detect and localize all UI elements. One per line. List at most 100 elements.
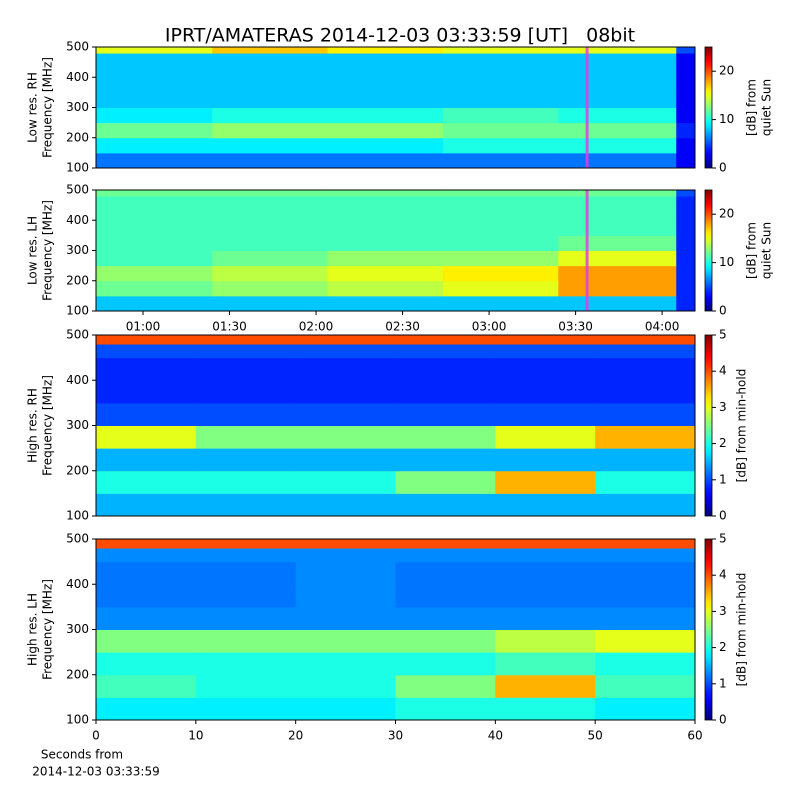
heat-cell [96,493,197,517]
chart-title: IPRT/AMATERAS 2014-12-03 03:33:59 [UT] 0… [165,25,635,47]
heat-cell [442,190,559,197]
heat-cell [212,205,329,221]
heat-cell [96,92,213,108]
heat-cell [395,402,496,426]
heat-cell [558,295,677,312]
heat-cell [295,584,396,608]
x-tick-label: 0 [92,729,100,743]
heat-cell [327,295,444,312]
heat-cell [327,137,444,154]
heat-cell [195,584,297,608]
heat-cell [96,235,213,251]
y-axis-label: Low res. LH [26,216,40,285]
heat-cell [595,380,696,404]
heat-cell [295,606,396,630]
y-tick-label: 100 [66,713,89,727]
colorbar [704,334,713,517]
heat-cell [295,470,396,494]
x-tick-label: 60 [687,729,702,743]
heat-cell [595,584,696,608]
heat-cell [327,190,444,197]
heat-cell [327,47,444,54]
heat-cell [96,629,197,653]
heat-cell [212,62,329,78]
heat-cell [295,402,396,426]
heat-cell [327,107,444,124]
y-axis-label: Frequency [MHz] [41,579,55,680]
heat-cell [676,53,696,63]
heat-cell [295,548,396,563]
heat-cell [495,493,596,517]
heat-cell [495,652,596,676]
heat-cell [442,250,559,267]
x-tick-label: 10 [188,729,203,743]
heat-cell [676,190,696,197]
heat-cell [212,122,329,139]
heat-cell [96,280,213,297]
y-tick-label: 200 [66,667,89,681]
colorbar-label: [dB] from min-hold [735,369,749,483]
y-axis-label: Frequency [MHz] [41,375,55,476]
heat-cell [96,62,213,78]
heat-cell [495,402,596,426]
heat-cell [295,629,396,653]
heat-cell [595,470,696,494]
heat-cell [676,265,696,282]
heat-cell [595,548,696,563]
heat-cell [96,137,213,154]
heat-cell [327,205,444,221]
heat-cell [96,250,213,267]
heat-cell [676,122,696,139]
heat-cell [558,77,677,93]
y-axis-label: High res. RH [26,388,40,463]
heat-cell [395,380,496,404]
heat-cell [327,280,444,297]
x-tick-label: 04:00 [645,320,680,334]
heat-cell [295,493,396,517]
colorbar-label: [dB] from [745,79,759,136]
heat-cell [96,606,197,630]
heat-cell [442,205,559,221]
heat-cell [96,205,213,221]
colorbar-tick-label: 0 [719,713,727,727]
heat-cell [558,250,677,267]
x-tick-label: 50 [588,729,603,743]
heat-cell [395,697,496,721]
colorbar-tick-label: 5 [719,532,727,546]
colorbar-tick-label: 0 [719,161,727,175]
heat-cell [96,470,197,494]
colorbar-tick-label: 1 [719,676,727,690]
heat-cell [676,220,696,236]
colorbar [704,46,713,169]
heat-cell [442,77,559,93]
heat-cell [558,92,677,108]
heat-cell [295,652,396,676]
heat-cell [327,196,444,206]
heat-cell [395,344,496,359]
heat-cell [442,62,559,78]
heat-cell [327,62,444,78]
heat-cell [395,357,496,381]
heat-cell [295,539,396,549]
heat-cell [595,335,696,345]
heat-cell [96,344,197,359]
heat-cell [558,205,677,221]
heat-cell [96,425,197,449]
y-tick-label: 400 [66,213,89,227]
heat-cell [676,47,696,54]
heat-cell [495,539,596,549]
heat-cell [558,137,677,154]
heat-cell [558,220,677,236]
heat-cell [595,539,696,549]
colorbar-tick-label: 4 [719,568,727,582]
heat-cell [395,652,496,676]
y-axis-label: Low res. RH [26,72,40,143]
heat-cell [212,280,329,297]
heat-cell [212,137,329,154]
heat-cell [676,280,696,297]
y-tick-label: 500 [66,328,89,342]
heat-cell [595,606,696,630]
heat-cell [195,425,297,449]
heat-cell [195,561,297,585]
